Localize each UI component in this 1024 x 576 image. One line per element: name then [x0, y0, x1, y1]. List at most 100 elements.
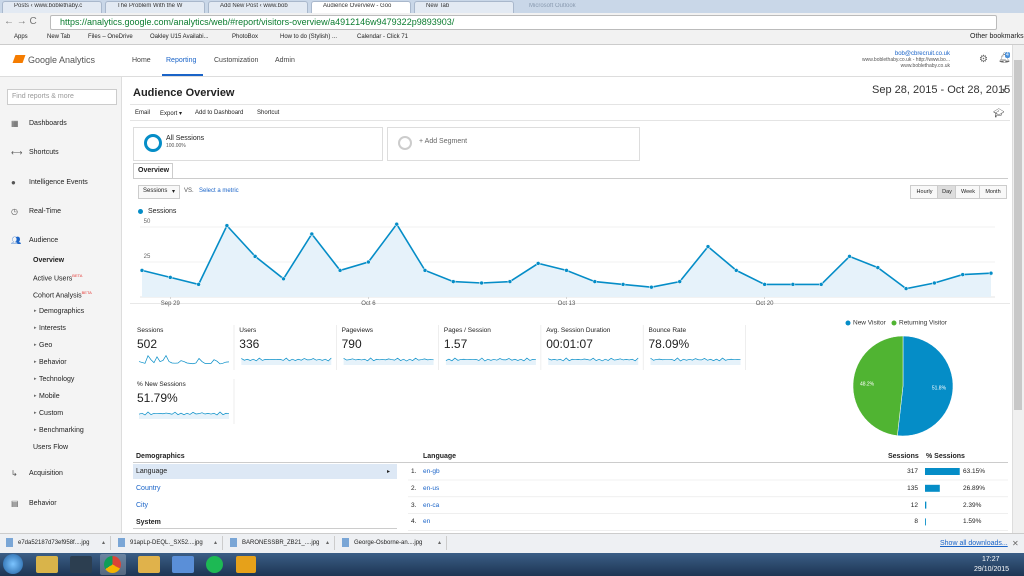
language-link[interactable]: en: [423, 518, 431, 526]
spotify-icon[interactable]: [206, 556, 223, 573]
tab[interactable]: [311, 1, 411, 13]
scroll-thumb[interactable]: [1014, 60, 1022, 410]
sidebar-subitem[interactable]: Custom: [39, 410, 64, 417]
sidebar-icon: ◷: [11, 207, 18, 216]
sidebar-subitem[interactable]: Benchmarking: [39, 427, 84, 434]
metric-name: % New Sessions: [137, 381, 186, 388]
sidebar: [0, 77, 122, 533]
y-tick-label: 50: [144, 219, 151, 225]
account-line[interactable]: bob@cbrecruit.co.uk: [894, 51, 950, 57]
nav-item[interactable]: Admin: [275, 57, 295, 64]
download-item[interactable]: [340, 536, 447, 550]
tab[interactable]: [105, 1, 205, 13]
percent-label: 1.59%: [963, 518, 982, 526]
sidebar-item[interactable]: Acquisition: [29, 470, 63, 477]
toolbar-item[interactable]: Shortcut: [257, 110, 280, 116]
sidebar-item[interactable]: Audience: [29, 237, 59, 244]
bookmark[interactable]: New Tab: [47, 34, 71, 40]
bookmark[interactable]: PhotoBox: [232, 34, 259, 40]
data-point: [903, 286, 909, 291]
sidebar-subitem[interactable]: Active UsersBETA: [33, 273, 83, 283]
tab[interactable]: [208, 1, 308, 13]
download-item[interactable]: [4, 536, 111, 550]
segment-card[interactable]: [133, 127, 383, 161]
add-segment[interactable]: + Add Segment: [419, 138, 468, 145]
download-item[interactable]: [228, 536, 335, 550]
bookmark[interactable]: Calendar - Click 71: [357, 34, 409, 40]
show-all-downloads[interactable]: Show all downloads...: [940, 540, 1008, 547]
toolbar-item[interactable]: Email: [135, 110, 151, 116]
sidebar-subitem[interactable]: Interests: [39, 325, 66, 332]
demographics-item[interactable]: Language: [136, 468, 168, 475]
expand-arrow: ▸: [34, 410, 37, 416]
data-point: [451, 279, 456, 284]
segment-card[interactable]: [387, 127, 640, 161]
nav-underline: [162, 74, 203, 76]
language-link[interactable]: en-us: [423, 484, 440, 492]
sidebar-item[interactable]: Dashboards: [29, 120, 67, 127]
sidebar-item[interactable]: Behavior: [29, 500, 57, 507]
tab[interactable]: [414, 1, 514, 13]
bookmark[interactable]: Oakley U15 Availabi...: [150, 34, 209, 40]
language-link[interactable]: en-gb: [423, 468, 440, 475]
metric-selector[interactable]: [138, 185, 180, 199]
taskbar-icon[interactable]: [70, 556, 92, 573]
settings-icon[interactable]: ⚙: [979, 54, 988, 65]
sidebar-subitem[interactable]: Demographics: [39, 308, 85, 315]
sparkline-area: [139, 412, 229, 419]
nav-item[interactable]: Home: [132, 57, 151, 64]
sidebar-subitem[interactable]: Mobile: [39, 393, 60, 400]
taskbar-icon[interactable]: [172, 556, 194, 573]
sidebar-item[interactable]: Real-Time: [29, 208, 62, 215]
data-point: [592, 279, 598, 284]
nav-item[interactable]: Reporting: [166, 57, 197, 64]
sidebar-subitem[interactable]: Geo: [39, 342, 53, 349]
tab[interactable]: [2, 1, 102, 13]
taskbar-icon[interactable]: [36, 556, 58, 573]
demographics-item[interactable]: Country: [136, 485, 161, 492]
toolbar-item[interactable]: Add to Dashboard: [195, 110, 244, 116]
tab[interactable]: [133, 163, 173, 179]
sidebar-subitem[interactable]: Cohort AnalysisBETA: [33, 290, 92, 300]
address-bar[interactable]: [50, 15, 997, 30]
start-button[interactable]: [3, 554, 23, 574]
toolbar-item[interactable]: Export ▾: [160, 111, 183, 117]
tab-title: Posts ‹ www.boblethaby.c: [14, 3, 83, 9]
sidebar-subitem[interactable]: Overview: [33, 257, 65, 264]
demographics-title: Demographics: [136, 453, 185, 460]
download-item[interactable]: [116, 536, 223, 550]
academy-icon[interactable]: 🎓︎: [993, 108, 1005, 118]
data-point: [818, 282, 824, 287]
percent-bar: [925, 501, 927, 509]
sessions-cell: 317: [907, 468, 918, 475]
bookmark[interactable]: How to do (Stylish) ...: [280, 34, 338, 40]
demographics-item[interactable]: City: [136, 502, 149, 509]
search-box[interactable]: [7, 89, 117, 105]
close-downloads[interactable]: ✕: [1012, 539, 1019, 548]
select-metric[interactable]: Select a metric: [199, 188, 239, 194]
sidebar-subitem[interactable]: Behavior: [39, 359, 67, 366]
clock-date: 29/10/2015: [974, 566, 1010, 573]
outlook-icon[interactable]: [236, 556, 256, 573]
metric-value: 1.57: [443, 337, 468, 351]
bookmark[interactable]: Files – OneDrive: [88, 34, 133, 40]
other-bookmarks[interactable]: Other bookmarks: [970, 33, 1024, 40]
date-arrow[interactable]: ▾: [1002, 86, 1007, 95]
sidebar-item[interactable]: Intelligence Events: [29, 179, 88, 186]
granularity-button[interactable]: Month: [979, 185, 1007, 199]
sidebar-subitem[interactable]: Users Flow: [33, 444, 69, 451]
bookmark[interactable]: Apps: [14, 34, 28, 40]
taskbar-icon[interactable]: [138, 556, 160, 573]
bell-icon[interactable]: 🔔︎: [998, 53, 1011, 64]
language-link[interactable]: en-ca: [423, 501, 440, 509]
date-range[interactable]: Sep 28, 2015 - Oct 28, 2015: [872, 84, 1011, 96]
chrome-icon: [104, 556, 121, 573]
sidebar-subitem[interactable]: Technology: [39, 376, 75, 383]
expand-arrow: ▸: [34, 427, 37, 433]
download-icon: [230, 538, 237, 547]
nav-buttons[interactable]: ← → C: [4, 16, 37, 27]
sidebar-item[interactable]: Shortcuts: [29, 149, 59, 156]
product-name[interactable]: Google Analytics: [28, 55, 96, 65]
nav-item[interactable]: Customization: [214, 57, 259, 64]
